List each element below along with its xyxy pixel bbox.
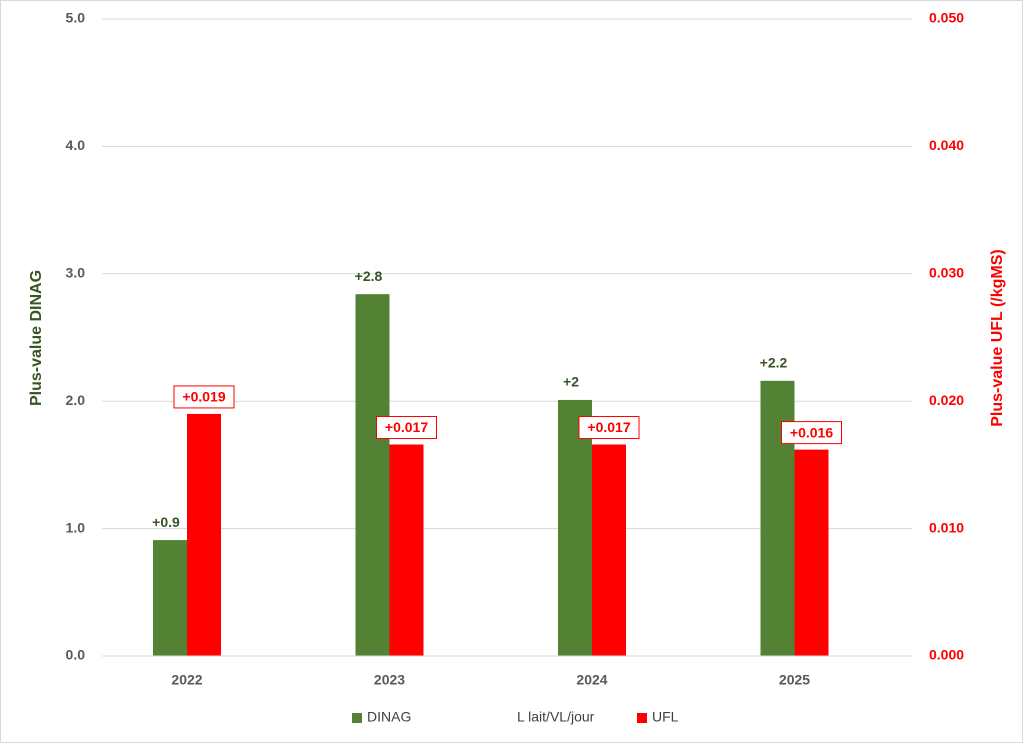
y2-tick-label: 0.010 [929, 519, 964, 535]
value-label: +2 [563, 374, 579, 390]
y-tick-label: 5.0 [66, 10, 86, 26]
bar [558, 399, 592, 656]
bar [187, 413, 221, 656]
legend-label: L lait/VL/jour [517, 709, 595, 725]
y2-tick-label: 0.000 [929, 647, 964, 663]
y-tick-label: 4.0 [66, 137, 86, 153]
value-label-box [376, 416, 437, 440]
value-label: +0.016 [790, 424, 833, 440]
legend-swatch [637, 713, 647, 723]
x-tick-label: 2024 [576, 672, 607, 688]
bar [389, 444, 424, 656]
x-tick-label: 2025 [779, 672, 810, 688]
y2-tick-label: 0.020 [929, 392, 964, 408]
y-tick-label: 2.0 [66, 392, 86, 408]
bar [153, 540, 187, 656]
value-label-box [173, 385, 235, 409]
y-tick-label: 3.0 [66, 265, 86, 281]
value-label-box [781, 421, 842, 445]
value-label: +2.2 [760, 355, 788, 371]
bar [355, 294, 390, 656]
x-tick-label: 2022 [171, 672, 202, 688]
y-tick-label: 0.0 [66, 647, 86, 663]
value-label: +0.9 [152, 514, 180, 530]
value-label: +2.8 [355, 268, 383, 284]
y2-tick-label: 0.030 [929, 265, 964, 281]
x-tick-label: 2023 [374, 672, 405, 688]
value-label: +0.017 [587, 419, 630, 435]
y2-axis-title: Plus-value UFL (/kgMS) [989, 249, 1006, 427]
legend-swatch [352, 713, 362, 723]
y2-tick-label: 0.050 [929, 10, 964, 26]
legend-label: DINAG [367, 709, 411, 725]
y-axis-title: Plus-value DINAG [28, 270, 45, 406]
y2-tick-label: 0.040 [929, 137, 964, 153]
value-label-box [578, 416, 640, 440]
bar [592, 444, 626, 656]
legend-label: UFL [652, 709, 679, 725]
bar [794, 449, 829, 656]
y-tick-label: 1.0 [66, 519, 86, 535]
value-label: +0.019 [182, 389, 225, 405]
value-label: +0.017 [385, 419, 428, 435]
